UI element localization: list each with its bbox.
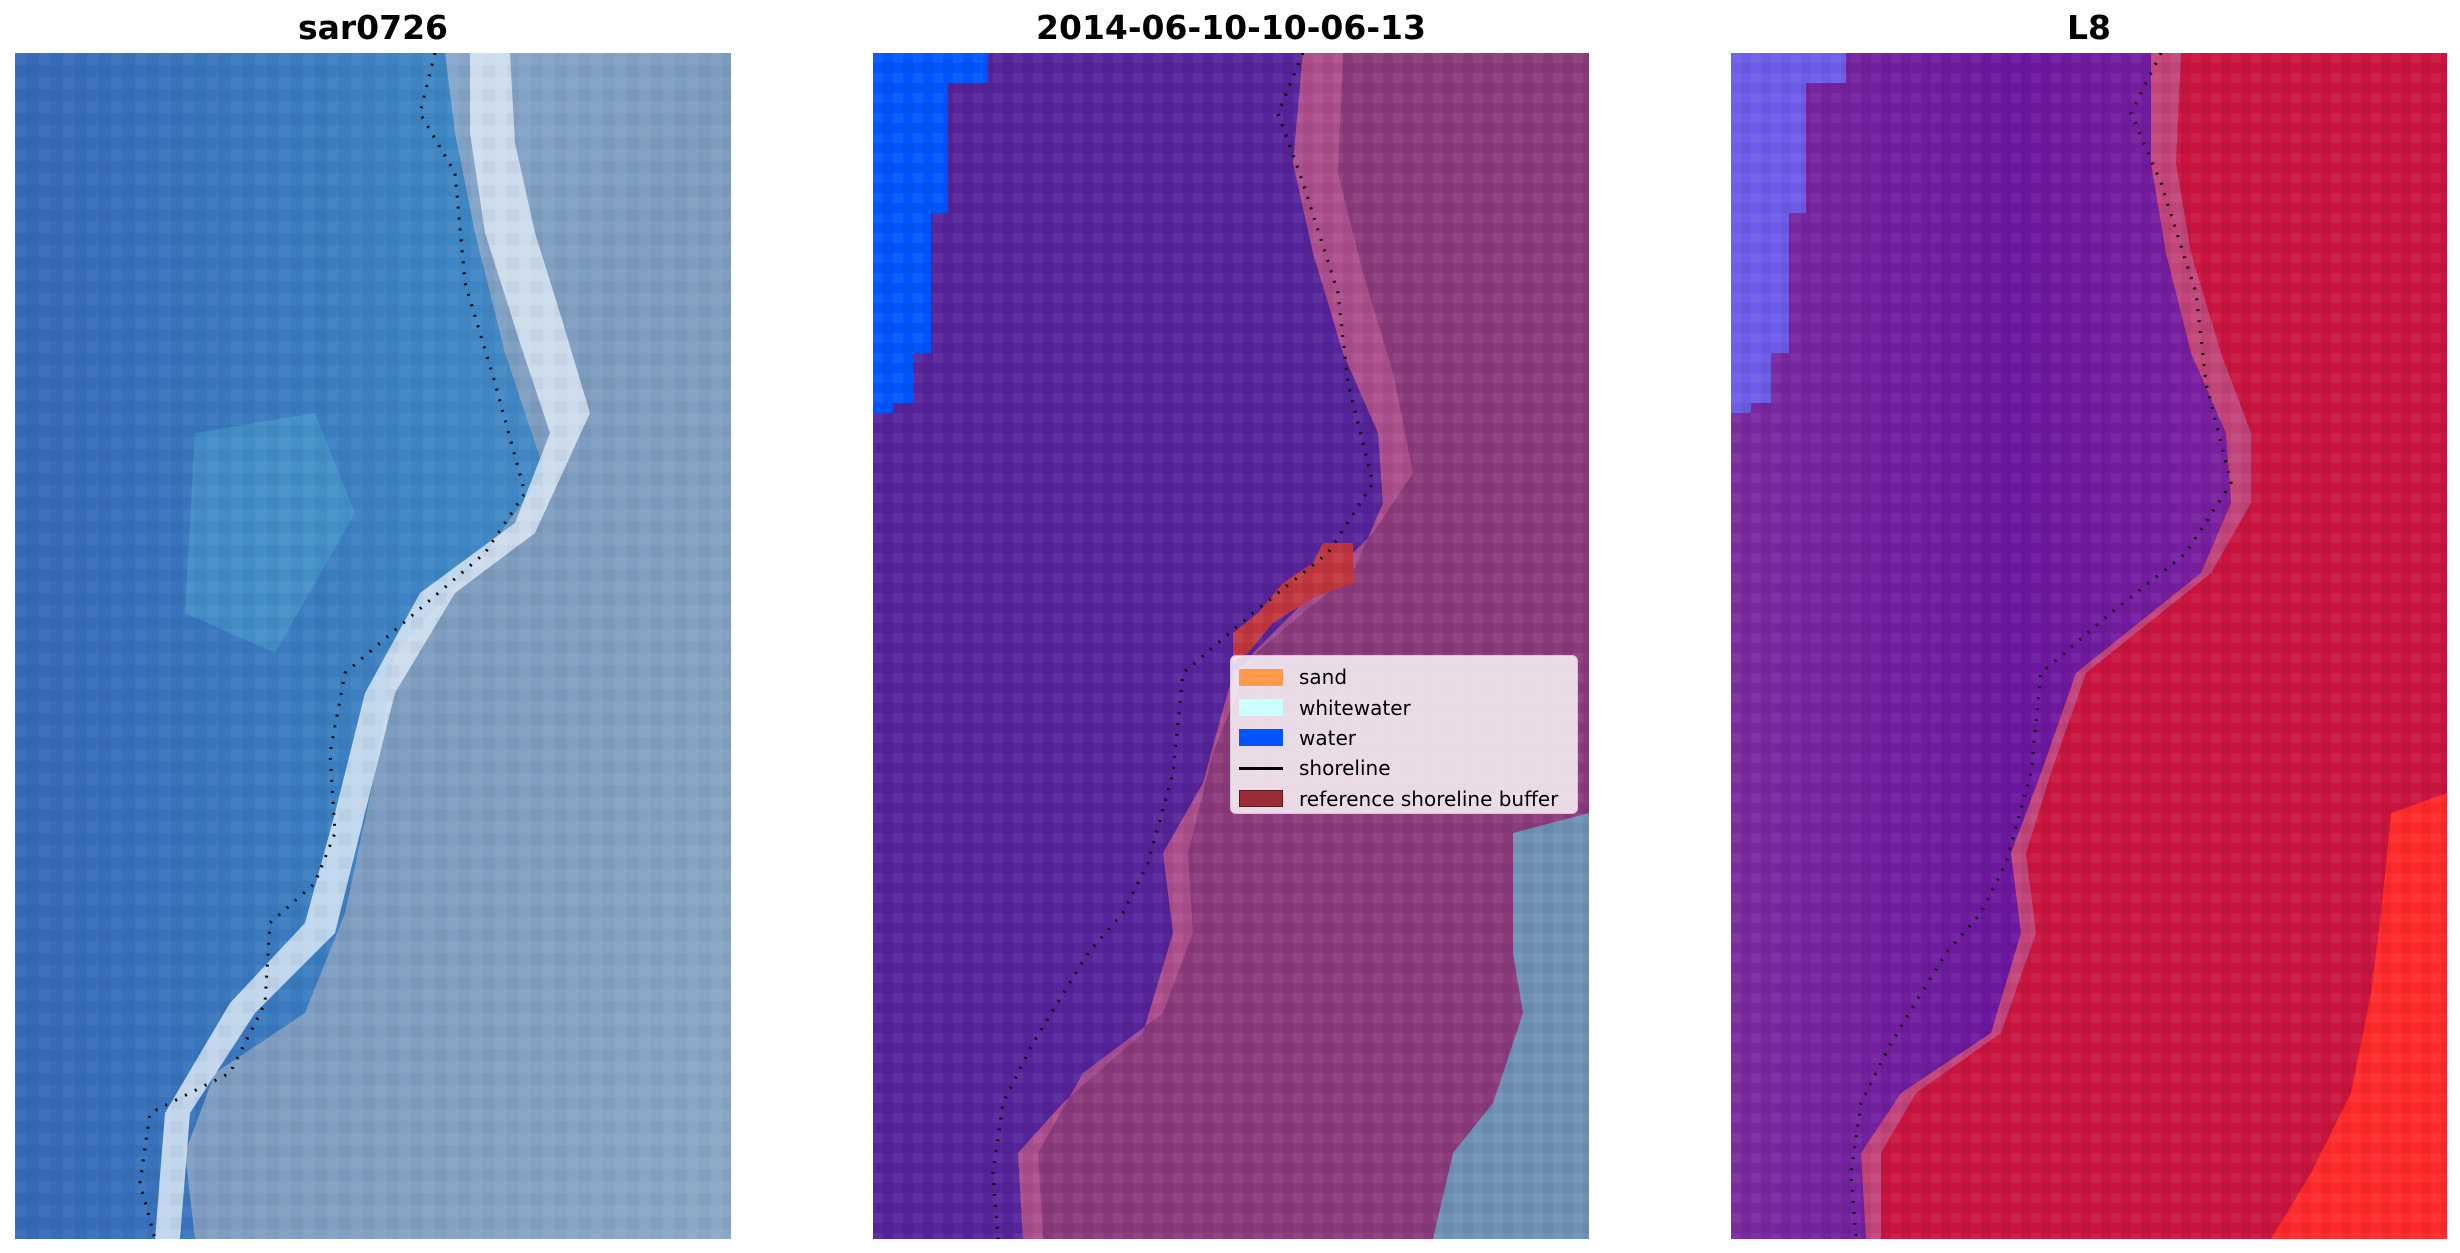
legend-label: sand: [1299, 665, 1348, 690]
sand-swatch: [1239, 668, 1283, 686]
panel-title: 2014-06-10-10-06-13: [1036, 8, 1426, 47]
panel-rgb: sar0726: [15, 0, 731, 1253]
panel-l8: L8: [1731, 0, 2447, 1253]
legend-label: whitewater: [1299, 695, 1411, 720]
legend-item-sand: sand: [1239, 662, 1569, 692]
water-swatch: [1239, 729, 1283, 747]
panel-title: sar0726: [297, 8, 449, 47]
legend-label: reference shoreline buffer: [1299, 786, 1559, 811]
legend-item-shoreline: shoreline: [1239, 753, 1569, 783]
classified-image: [873, 53, 1589, 1239]
panel-classified: 2014-06-10-10-06-13: [873, 0, 1589, 1253]
l8-index-image: [1731, 53, 2447, 1239]
shoreline-line-swatch: [1239, 766, 1283, 770]
panel-title: L8: [2067, 8, 2111, 47]
legend: sand whitewater water shoreline referenc…: [1230, 655, 1578, 814]
legend-item-whitewater: whitewater: [1239, 692, 1569, 722]
legend-item-water: water: [1239, 723, 1569, 753]
legend-item-reference-buffer: reference shoreline buffer: [1239, 784, 1569, 814]
legend-label: shoreline: [1299, 756, 1391, 781]
buffer-swatch: [1239, 790, 1283, 808]
legend-label: water: [1299, 725, 1356, 750]
satellite-rgb-image: [15, 53, 731, 1239]
whitewater-swatch: [1239, 699, 1283, 717]
